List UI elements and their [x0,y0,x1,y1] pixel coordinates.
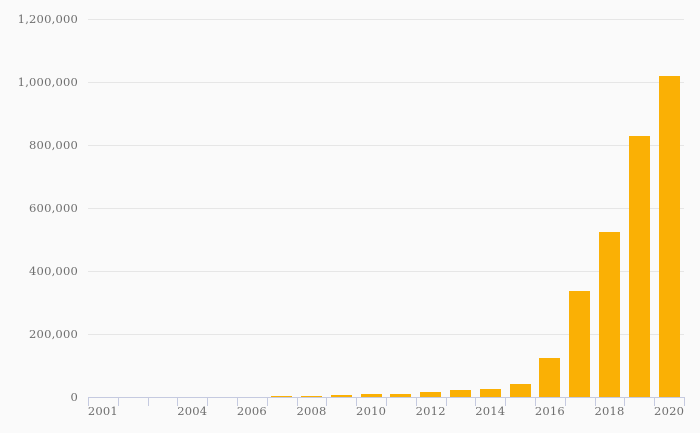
bar[interactable] [658,75,680,397]
x-axis-tick [624,397,626,406]
x-axis-tick-label: 2018 [594,404,625,418]
bar[interactable] [360,394,382,397]
x-axis-tick [535,397,536,406]
bar[interactable] [450,390,471,397]
y-axis-tick-label: 600,000 [29,201,78,215]
x-axis-tick [296,397,298,406]
bar[interactable] [569,291,591,397]
x-axis-tick [505,397,507,406]
bar[interactable] [390,393,412,397]
gridline [88,145,684,146]
bar[interactable] [509,383,531,397]
x-axis-tick [356,397,358,406]
y-axis-tick-label: 0 [70,390,78,404]
x-axis-tick [207,397,209,406]
x-axis-tick-label: 2006 [236,404,267,418]
gridline [88,208,684,209]
bar[interactable] [271,395,293,397]
x-axis-tick [326,397,328,406]
y-axis-tick-label: 1,000,000 [17,75,78,89]
x-axis-tick-label: 2008 [296,404,327,418]
x-axis-tick-label: 2016 [534,404,565,418]
x-axis-tick-label: 2012 [415,404,446,418]
bar[interactable] [301,395,322,397]
x-axis-tick-label: 2014 [475,404,506,418]
x-axis-tick [237,397,238,406]
x-axis-tick [117,397,119,406]
x-axis-tick [475,397,477,406]
bar[interactable] [599,231,620,397]
y-axis-tick-label: 400,000 [29,264,78,278]
x-axis-tick [88,397,89,406]
y-axis-tick-label: 200,000 [29,327,78,341]
x-axis-tick [147,397,149,406]
x-axis-tick [564,397,566,406]
x-axis-tick-label: 2001 [87,404,118,418]
gridline [88,82,684,83]
x-axis-tick [415,397,417,406]
gridline [88,19,684,20]
x-axis-tick-label: 2004 [177,404,208,418]
x-axis-tick [684,397,685,406]
bars-layer [88,19,684,397]
x-axis-tick [386,397,387,406]
y-axis-tick-label: 1,200,000 [17,12,78,26]
gridline [88,271,684,272]
x-axis-tick [594,397,596,406]
gridline [88,334,684,335]
x-axis-tick [266,397,268,406]
x-axis-tick-label: 2020 [654,404,685,418]
plot-area [88,19,684,397]
bar[interactable] [479,388,501,397]
bar[interactable] [539,357,561,397]
y-axis-tick-label: 800,000 [29,138,78,152]
x-axis-tick [654,397,656,406]
x-axis-tick [445,397,447,406]
x-axis-tick-label: 2010 [356,404,387,418]
bar[interactable] [628,135,650,397]
bar[interactable] [330,395,352,397]
x-axis-tick [177,397,179,406]
bar[interactable] [420,391,442,397]
